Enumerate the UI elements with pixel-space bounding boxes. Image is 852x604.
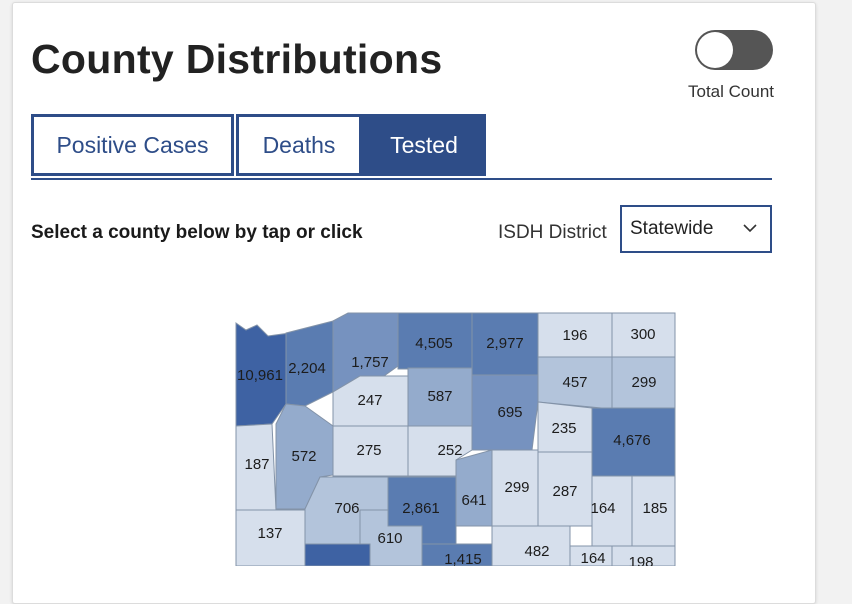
county-label: 185	[642, 500, 667, 517]
county-25[interactable]	[235, 509, 306, 566]
page-title: County Distributions	[31, 36, 443, 82]
tab-underline	[31, 178, 772, 180]
county-label: 482	[524, 543, 549, 560]
county-label: 1,415	[444, 551, 482, 566]
county-label: 587	[427, 388, 452, 405]
county-26[interactable]	[359, 509, 423, 566]
district-select[interactable]: Statewide	[620, 205, 772, 253]
county-label: 247	[357, 392, 382, 409]
county-label: 137	[257, 525, 282, 542]
county-label: 187	[244, 456, 269, 473]
county-label: 695	[497, 404, 522, 421]
county-label: 300	[630, 326, 655, 343]
county-label: 299	[504, 479, 529, 496]
toggle-label: Total Count	[688, 82, 774, 101]
county-label: 2,861	[402, 500, 440, 517]
total-count-toggle[interactable]	[695, 30, 773, 70]
county-map: 10,961 2,204 1,757 4,505 2,977 196 300 457 299 24…	[235, 312, 676, 566]
county-label: 457	[562, 374, 587, 391]
county-31[interactable]	[304, 543, 371, 566]
select-county-hint: Select a county below by tap or click	[31, 222, 363, 243]
county-label: 572	[291, 448, 316, 465]
county-label: 164	[580, 550, 605, 566]
county-label: 641	[461, 492, 486, 509]
county-label: 196	[562, 327, 587, 344]
county-label: 10,961	[237, 367, 283, 384]
tab-positive-cases[interactable]: Positive Cases	[31, 114, 234, 176]
county-label: 252	[437, 442, 462, 459]
county-label: 164	[590, 500, 615, 517]
tab-tested[interactable]: Tested	[362, 114, 486, 176]
county-label: 299	[631, 374, 656, 391]
toggle-knob[interactable]	[697, 32, 733, 68]
county-label: 275	[356, 442, 381, 459]
county-label: 235	[551, 420, 576, 437]
county-18[interactable]	[455, 449, 493, 527]
county-label: 4,676	[613, 432, 651, 449]
district-label: ISDH District	[498, 222, 607, 243]
county-label: 706	[334, 500, 359, 517]
county-label: 610	[377, 530, 402, 547]
county-1[interactable]	[285, 320, 334, 407]
district-select-value: Statewide	[630, 218, 714, 239]
county-label: 4,505	[415, 335, 453, 352]
county-label: 2,204	[288, 360, 326, 377]
county-30[interactable]	[611, 545, 676, 566]
county-label: 2,977	[486, 335, 524, 352]
county-28[interactable]	[421, 543, 493, 566]
tab-deaths[interactable]: Deaths	[236, 114, 362, 176]
county-label: 287	[552, 483, 577, 500]
chevron-down-icon	[743, 224, 757, 233]
county-label: 1,757	[351, 354, 389, 371]
county-29[interactable]	[569, 545, 613, 566]
county-label: 198	[628, 554, 653, 566]
metric-tabs: Positive Cases Deaths Tested	[31, 114, 772, 182]
